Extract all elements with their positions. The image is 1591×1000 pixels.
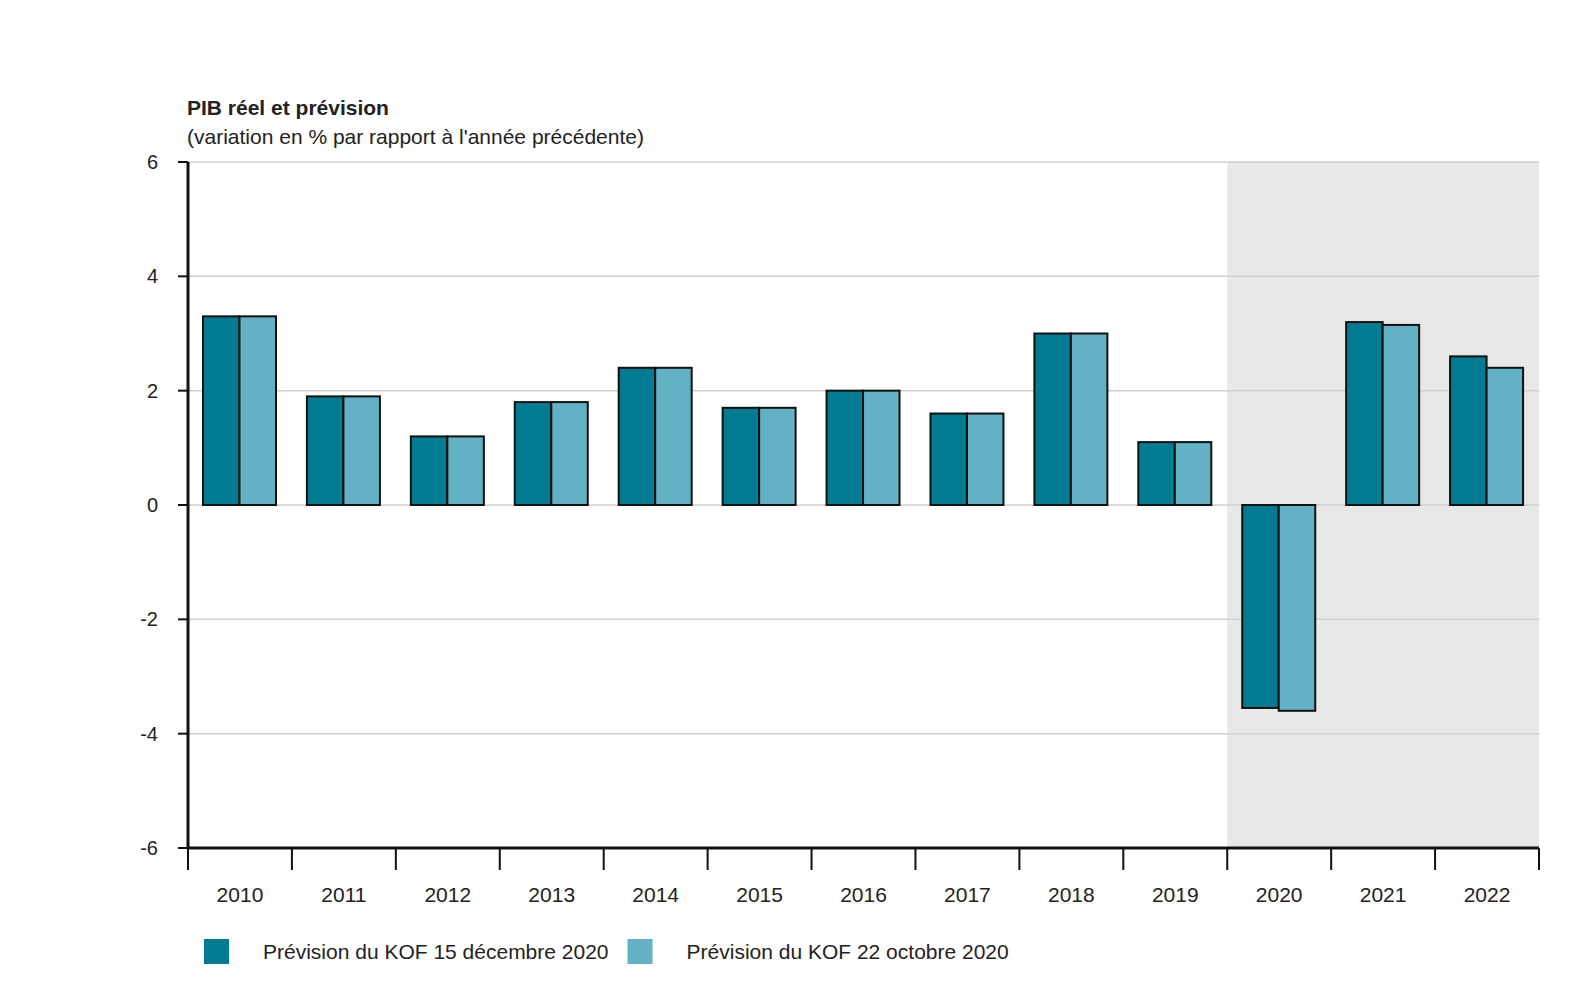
x-tick-label: 2019 [1152,883,1199,906]
bar [1034,334,1071,506]
y-tick-label: 4 [147,265,158,287]
x-axis [188,847,1539,850]
bar [307,396,344,505]
bar [1175,442,1212,505]
bar [967,414,1004,505]
x-tick [1122,848,1124,870]
x-tick-label: 2012 [424,883,471,906]
x-tick-label: 2018 [1048,883,1095,906]
bar [240,316,277,505]
y-tick-label: -2 [140,608,158,630]
y-tick-label: 6 [147,151,158,173]
x-tick-label: 2017 [944,883,991,906]
y-tick-label: 2 [147,380,158,402]
bar [411,436,448,505]
bar [1279,505,1316,711]
x-tick [499,848,501,870]
x-tick [1538,848,1540,870]
grid-line [188,733,1539,735]
bar [863,391,900,505]
y-tick-label: 0 [147,494,158,516]
legend-label: Prévision du KOF 22 octobre 2020 [687,940,1009,963]
bar [203,316,240,505]
bar [827,391,864,505]
subtitle: (variation en % par rapport à l'année pr… [187,125,644,148]
grid-line [188,847,1539,849]
legend-swatch [628,939,653,964]
grid-line [188,276,1539,278]
x-tick-label: 2022 [1464,883,1511,906]
chart: PIB réel et prévision (variation en % par… [0,0,1591,1000]
grid-line [188,619,1539,621]
x-tick-label: 2021 [1360,883,1407,906]
forecast-shade [1227,162,1539,848]
bar [1346,322,1383,505]
y-axis [187,162,190,848]
bar [655,368,692,505]
x-tick [603,848,605,870]
x-tick-label: 2011 [321,883,366,906]
x-tick [1018,848,1020,870]
y-tick-label: -4 [140,723,158,745]
x-tick [707,848,709,870]
bar [447,436,484,505]
bar [343,396,380,505]
x-tick-label: 2013 [528,883,575,906]
bar [1242,505,1279,708]
bar [619,368,656,505]
y-tick-label: -6 [140,837,158,859]
x-tick [395,848,397,870]
legend-swatch [204,939,229,964]
title: PIB réel et prévision [187,96,389,119]
bar [1450,356,1487,505]
x-tick-label: 2020 [1256,883,1303,906]
bars [203,316,1523,710]
bar [1383,325,1420,505]
bar [930,414,967,505]
x-tick-label: 2014 [632,883,679,906]
bar [1071,334,1108,506]
bar [551,402,588,505]
x-tick [1226,848,1228,870]
legend-label: Prévision du KOF 15 décembre 2020 [263,940,609,963]
x-tick [1434,848,1436,870]
bar [723,408,760,505]
x-tick [914,848,916,870]
bar [1138,442,1175,505]
bar [759,408,796,505]
x-tick-label: 2010 [217,883,264,906]
bar [515,402,552,505]
x-tick [291,848,293,870]
x-tick [1330,848,1332,870]
x-tick-label: 2016 [840,883,887,906]
x-tick [187,848,189,870]
x-tick-label: 2015 [736,883,783,906]
x-tick [811,848,813,870]
grid-line [188,161,1539,163]
bar [1487,368,1524,505]
